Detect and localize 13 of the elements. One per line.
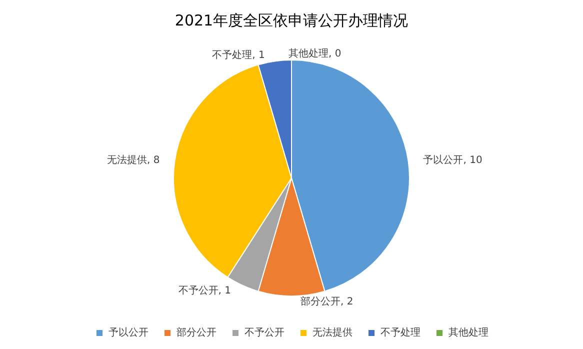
data-label: 无法提供, 8 [107,154,160,166]
legend-label: 无法提供 [312,326,352,338]
legend-label: 不予公开 [244,326,284,338]
data-label: 不予处理, 1 [212,48,265,61]
legend-label: 其他处理 [448,326,488,338]
chart-title: 2021年度全区依申请公开办理情况 [174,12,408,30]
data-label: 予以公开, 10 [423,154,482,166]
text: 其他处理, 0 [288,48,342,60]
data-label: 部分公开, 2 [300,296,354,308]
data-label: 不予公开, 1 [178,284,231,296]
legend-label: 部分公开 [176,326,216,338]
legend-label: 不予处理 [380,326,420,338]
legend-label: 予以公开 [108,326,148,338]
